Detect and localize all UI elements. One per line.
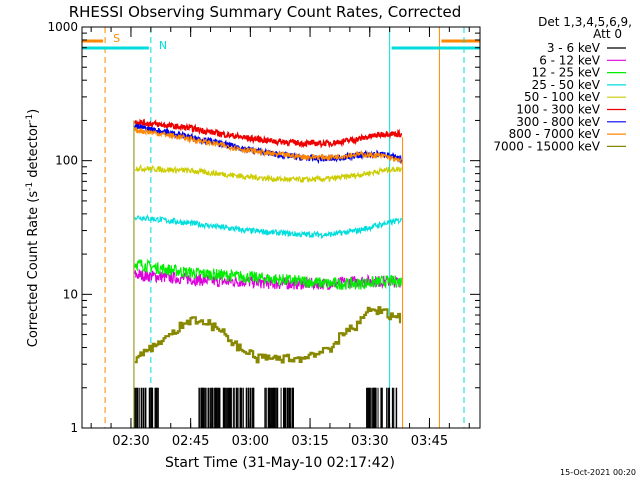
x-axis-label: Start Time (31-May-10 02:17:42): [165, 455, 395, 471]
legend-entry-label: 100 - 300 keV: [516, 103, 600, 117]
legend-entry-label: 12 - 25 keV: [532, 66, 601, 80]
y-tick-label: 1: [70, 421, 78, 435]
series-line-9: [134, 306, 402, 364]
annotation-label: S: [113, 32, 120, 45]
plot-frame: [81, 26, 481, 429]
y-label-sup1: -1: [25, 182, 35, 191]
legend-header-line2: Att 0: [593, 27, 622, 41]
series-line-8: [134, 127, 402, 165]
legend-entry-label: 50 - 100 keV: [524, 90, 601, 104]
legend-entry-label: 3 - 6 keV: [547, 41, 601, 55]
y-label-mid: detector: [26, 122, 41, 182]
annotation-label: N: [159, 39, 167, 52]
x-tick-label: 03:00: [232, 434, 269, 449]
footer-date: 15-Oct-2021 00:20: [560, 468, 636, 477]
y-label-main: Corrected Count Rate (s: [26, 191, 41, 348]
x-tick-label: 03:45: [411, 434, 448, 449]
series-line-3: [134, 258, 402, 291]
series-line-7: [134, 123, 403, 165]
legend-entry-label: 25 - 50 keV: [532, 78, 601, 92]
y-tick-label: 1000: [47, 20, 78, 34]
y-label-end: ): [26, 109, 41, 114]
series-line-5: [134, 163, 402, 184]
legend-entry-label: 6 - 12 keV: [539, 53, 601, 67]
legend-entry-label: 800 - 7000 keV: [509, 127, 601, 141]
series-line-6: [134, 118, 403, 149]
legend-entry-label: 7000 - 15000 keV: [493, 139, 600, 153]
legend-entry-label: 300 - 800 keV: [516, 115, 600, 129]
y-axis-label: Corrected Count Rate (s-1 detector-1): [25, 109, 41, 347]
legend-header-line1: Det 1,3,4,5,6,9,: [538, 15, 632, 29]
y-tick-label: 100: [55, 154, 78, 168]
x-tick-label: 02:45: [172, 434, 209, 449]
series-layer: SN: [82, 27, 480, 428]
chart-title: RHESSI Observing Summary Count Rates, Co…: [69, 3, 462, 21]
y-label-sup2: -1: [25, 114, 35, 123]
axes: 1 10 100 1000 02:30 02:45 03:00 03:15 03:30 03:45: [47, 20, 481, 449]
x-tick-label: 02:30: [112, 434, 149, 449]
y-tick-label: 10: [63, 287, 78, 301]
x-tick-label: 03:30: [351, 434, 388, 449]
series-line-4: [134, 213, 402, 240]
x-tick-label: 03:15: [291, 434, 328, 449]
